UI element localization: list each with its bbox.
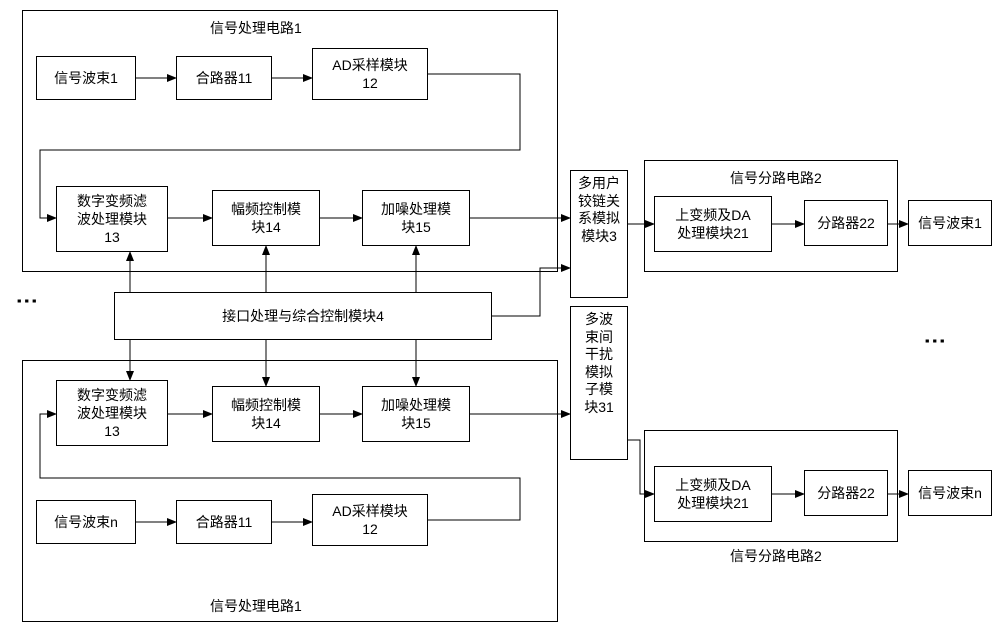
box-af-bot: 幅频控制模 块14 [212, 386, 320, 442]
box-control-module: 接口处理与综合控制模块4 [114, 292, 492, 340]
box-ddc-top: 数字变频滤 波处理模块 13 [56, 186, 168, 252]
label-sp1-bot: 信号处理电路1 [210, 596, 302, 616]
box-af-top: 幅频控制模 块14 [212, 190, 320, 246]
box-link-module-3: 多用户 铰链关 系模拟 模块3 [570, 170, 628, 298]
box-beam-out-1: 信号波束1 [908, 200, 992, 246]
box-splitter-bot: 分路器22 [804, 470, 888, 516]
arrow-ctrl-to-link3 [492, 268, 570, 316]
box-ad-top: AD采样模块 12 [312, 48, 428, 100]
box-ddc-bot: 数字变频滤 波处理模块 13 [56, 380, 168, 446]
ellipsis-left: ⋮ [14, 290, 40, 318]
box-combiner-bot: 合路器11 [176, 500, 272, 544]
box-ad-bot: AD采样模块 12 [312, 494, 428, 546]
ellipsis-right: ⋮ [922, 330, 948, 358]
box-noise-bot: 加噪处理模 块15 [362, 386, 470, 442]
box-combiner-top: 合路器11 [176, 56, 272, 100]
box-upda-top: 上变频及DA 处理模块21 [654, 196, 772, 252]
label-split-top: 信号分路电路2 [730, 168, 822, 188]
box-splitter-top: 分路器22 [804, 200, 888, 246]
box-noise-top: 加噪处理模 块15 [362, 190, 470, 246]
label-sp1-top: 信号处理电路1 [210, 18, 302, 38]
box-beam-out-n: 信号波束n [908, 470, 992, 516]
box-beam-in-n: 信号波束n [36, 500, 136, 544]
label-split-bot: 信号分路电路2 [730, 546, 822, 566]
box-upda-bot: 上变频及DA 处理模块21 [654, 466, 772, 522]
box-interference-module-31: 多波 束间 干扰 模拟 子模 块31 [570, 306, 628, 460]
box-beam-in-1: 信号波束1 [36, 56, 136, 100]
